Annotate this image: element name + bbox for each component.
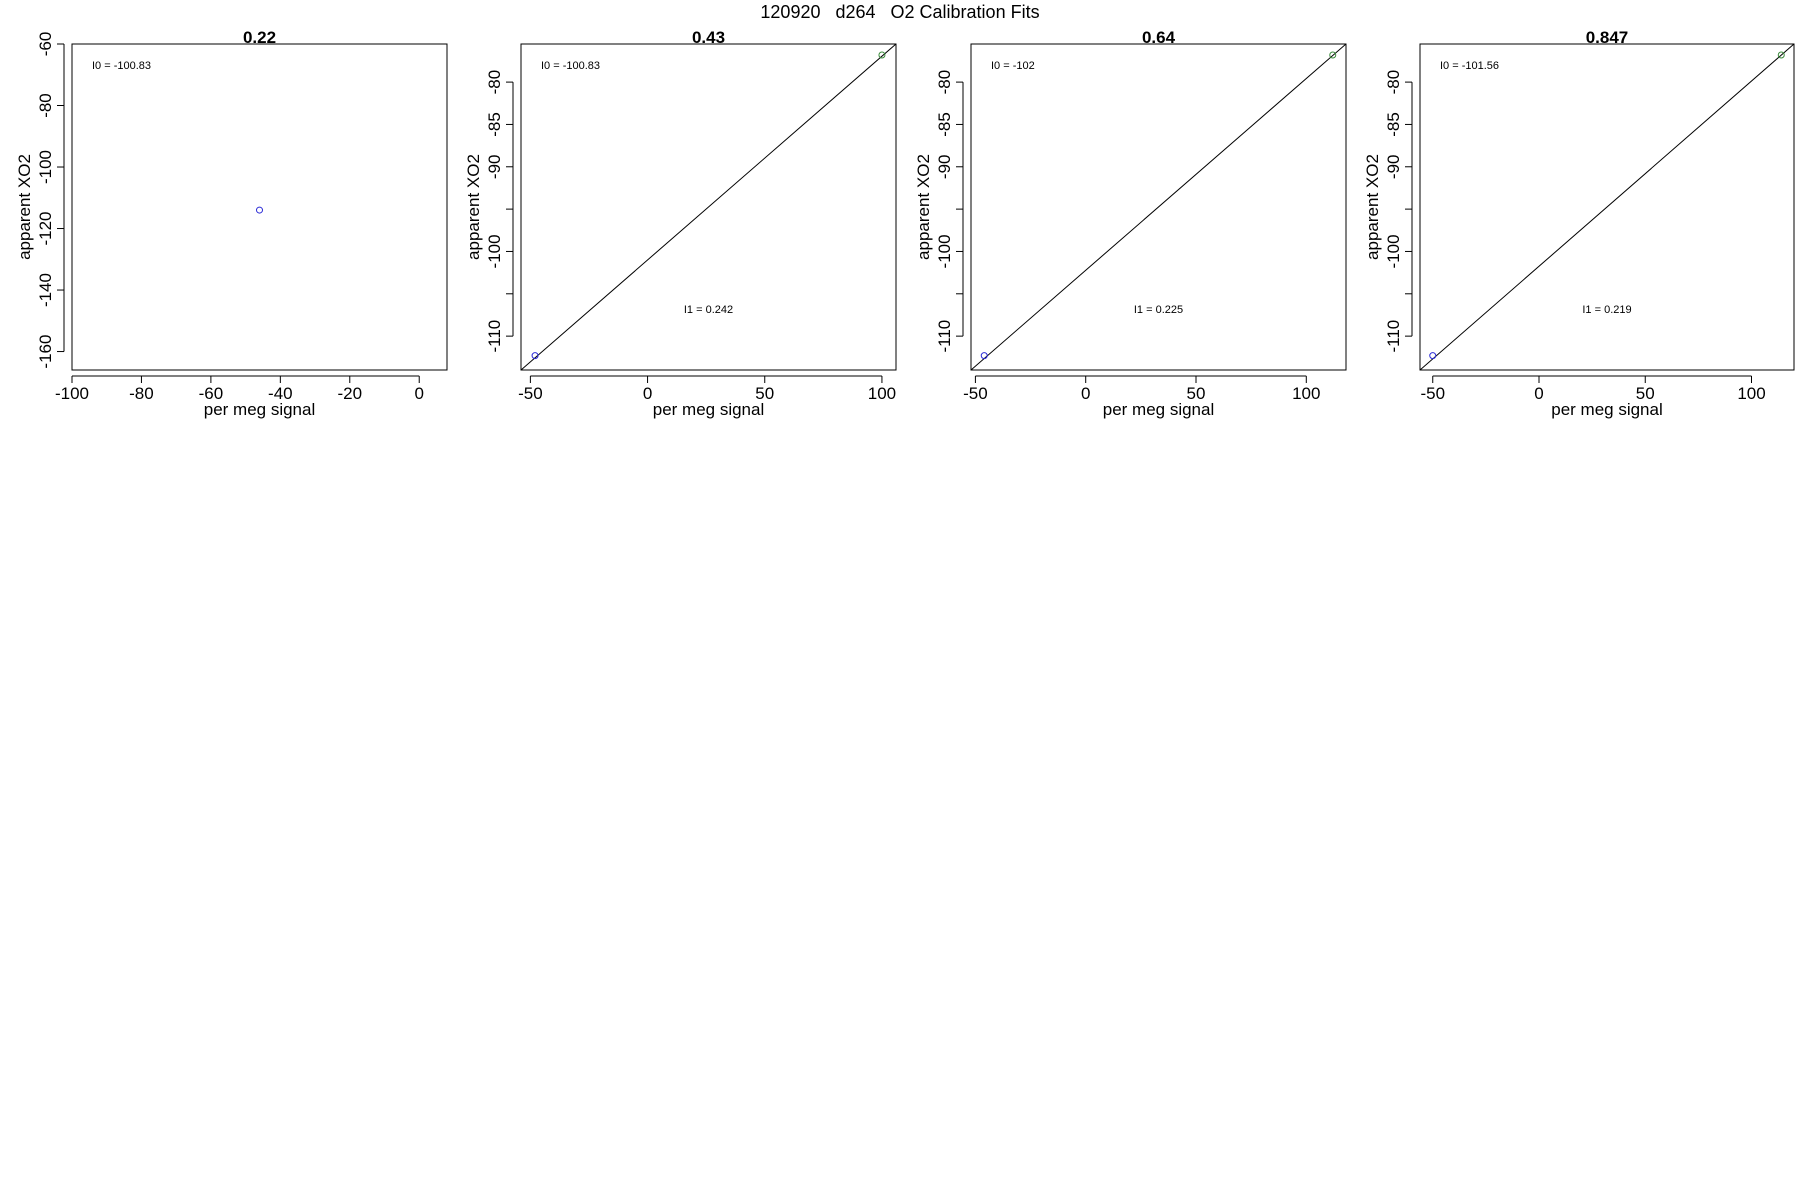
x-tick-label: 100 <box>868 384 896 403</box>
y-tick-label: -100 <box>1384 234 1403 268</box>
y-tick-label: -80 <box>1384 70 1403 95</box>
annotation-i0: I0 = -102 <box>991 60 1035 72</box>
annotation-i0: I0 = -100.83 <box>541 60 600 72</box>
y-tick-label: -100 <box>36 150 55 184</box>
chart-title: 0.43 <box>692 28 725 47</box>
y-tick-label: -60 <box>36 32 55 57</box>
y-axis-label: apparent XO2 <box>15 154 34 260</box>
annotation-i0: I0 = -100.83 <box>92 60 151 72</box>
data-point <box>256 206 263 214</box>
y-tick-label: -140 <box>36 273 55 307</box>
y-axis-label: apparent XO2 <box>914 154 933 260</box>
x-tick-label: 50 <box>755 384 774 403</box>
y-tick-label: -110 <box>485 320 504 353</box>
x-tick-label: 100 <box>1292 384 1320 403</box>
chart-title: 0.22 <box>243 28 276 47</box>
annotation-i0: I0 = -101.56 <box>1440 60 1499 72</box>
y-tick-label: -120 <box>36 212 55 246</box>
data-point <box>1329 51 1337 59</box>
x-tick-label: 0 <box>1081 384 1090 403</box>
data-point <box>531 352 539 360</box>
y-tick-label: -80 <box>36 93 55 118</box>
data-point <box>1777 51 1785 59</box>
y-tick-label: -85 <box>485 112 504 137</box>
chart-title: 0.64 <box>1142 28 1176 47</box>
x-axis-label: per meg signal <box>204 400 316 419</box>
y-tick-label: -110 <box>1384 320 1403 353</box>
x-tick-label: 0 <box>414 384 423 403</box>
x-tick-label: -50 <box>518 384 543 403</box>
y-tick-label: -100 <box>935 234 954 268</box>
y-tick-label: -100 <box>485 234 504 268</box>
x-tick-label: 100 <box>1737 384 1765 403</box>
x-axis-label: per meg signal <box>1551 400 1663 419</box>
x-tick-label: -40 <box>268 384 293 403</box>
plot-frame <box>1419 43 1795 371</box>
data-point <box>878 51 886 59</box>
y-tick-label: -90 <box>1384 154 1403 179</box>
y-tick-label: -110 <box>935 320 954 353</box>
plot-frame <box>970 43 1347 371</box>
y-axis-label: apparent XO2 <box>464 154 483 260</box>
x-tick-label: -50 <box>963 384 988 403</box>
y-tick-label: -85 <box>1384 112 1403 137</box>
fit-line <box>521 44 896 370</box>
fit-line <box>971 44 1346 370</box>
annotation-i1: I1 = 0.225 <box>1134 304 1183 316</box>
x-tick-label: -50 <box>1420 384 1445 403</box>
figure-title: 120920 d264 O2 Calibration Fits <box>760 2 1040 22</box>
x-axis-label: per meg signal <box>1103 400 1215 419</box>
annotation-i1: I1 = 0.242 <box>684 304 733 316</box>
y-tick-label: -85 <box>935 112 954 137</box>
y-tick-label: -90 <box>935 154 954 179</box>
y-tick-label: -90 <box>485 154 504 179</box>
x-tick-label: 50 <box>1636 384 1655 403</box>
data-point <box>1429 352 1437 360</box>
y-tick-label: -80 <box>485 70 504 95</box>
x-tick-label: 0 <box>643 384 652 403</box>
x-tick-label: -100 <box>55 384 89 403</box>
fit-line <box>1420 44 1794 370</box>
x-tick-label: -60 <box>199 384 224 403</box>
x-tick-label: -20 <box>337 384 362 403</box>
x-tick-label: 0 <box>1534 384 1543 403</box>
y-tick-label: -80 <box>935 70 954 95</box>
x-tick-label: -80 <box>129 384 154 403</box>
y-axis-label: apparent XO2 <box>1363 154 1382 260</box>
data-point <box>980 352 988 360</box>
y-tick-label: -160 <box>36 335 55 369</box>
x-tick-label: 50 <box>1187 384 1206 403</box>
plot-frame <box>71 43 448 371</box>
x-axis-label: per meg signal <box>653 400 765 419</box>
plot-frame <box>520 43 897 371</box>
chart-title: 0.847 <box>1586 28 1629 47</box>
annotation-i1: I1 = 0.219 <box>1582 304 1631 316</box>
